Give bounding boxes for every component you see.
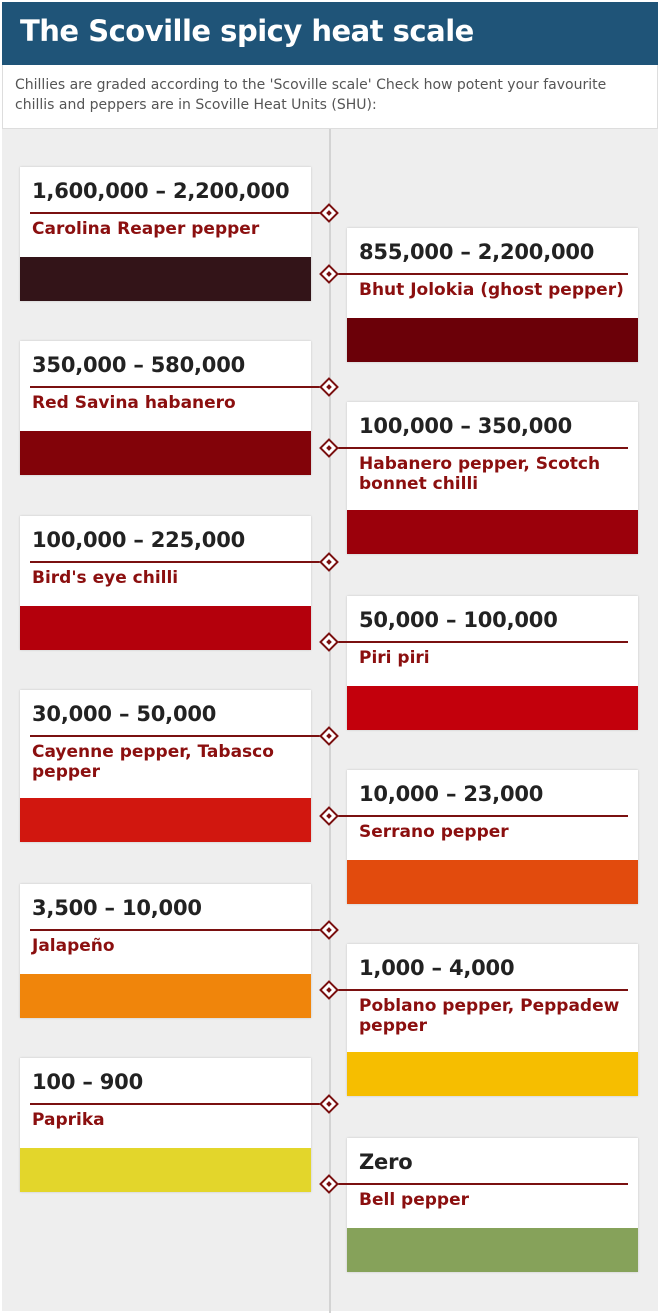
shu-range: 855,000 – 2,200,000: [359, 240, 595, 264]
shu-range: 30,000 – 50,000: [32, 702, 217, 726]
connector-line: [30, 561, 330, 563]
pepper-card-birds-eye: 100,000 – 225,000 Bird's eye chilli: [20, 516, 339, 650]
heat-color-swatch: [20, 798, 311, 842]
pepper-card-poblano: 1,000 – 4,000 Poblano pepper, Peppadew p…: [319, 944, 638, 1096]
shu-range: 350,000 – 580,000: [32, 353, 246, 377]
pepper-name: Bhut Jolokia (ghost pepper): [359, 280, 624, 300]
pepper-name: Jalapeño: [32, 936, 115, 956]
pepper-card-red-savina: 350,000 – 580,000 Red Savina habanero: [20, 341, 339, 475]
shu-range: 100,000 – 225,000: [32, 528, 246, 552]
pepper-name: Carolina Reaper pepper: [32, 219, 260, 239]
pepper-name: Paprika: [32, 1110, 105, 1130]
connector-line: [30, 735, 330, 737]
shu-range: Zero: [359, 1150, 413, 1174]
heat-color-swatch: [20, 257, 311, 301]
pepper-name: Bird's eye chilli: [32, 568, 179, 588]
connector-line: [30, 386, 330, 388]
connector-line: [30, 212, 330, 214]
shu-range: 100 – 900: [32, 1070, 143, 1094]
pepper-name: Piri piri: [359, 648, 430, 668]
pepper-card-cayenne: 30,000 – 50,000 Cayenne pepper, Tabasco …: [20, 690, 339, 842]
intro-box: Chillies are graded according to the 'Sc…: [2, 65, 658, 129]
pepper-card-bell-pepper: Zero Bell pepper: [319, 1138, 638, 1272]
heat-color-swatch: [347, 686, 638, 730]
connector-line: [336, 447, 628, 449]
connector-line: [336, 273, 628, 275]
pepper-card-habanero: 100,000 – 350,000 Habanero pepper, Scotc…: [319, 402, 638, 554]
pepper-card-serrano: 10,000 – 23,000 Serrano pepper: [319, 770, 638, 904]
heat-color-swatch: [20, 606, 311, 650]
heat-color-swatch: [347, 1052, 638, 1096]
pepper-name: Bell pepper: [359, 1190, 470, 1210]
heat-color-swatch: [347, 510, 638, 554]
shu-range: 1,600,000 – 2,200,000: [32, 179, 290, 203]
page-title: The Scoville spicy heat scale: [20, 14, 474, 48]
pepper-name: Serrano pepper: [359, 822, 509, 842]
connector-line: [336, 989, 628, 991]
pepper-name: Cayenne pepper, Tabasco pepper: [32, 742, 274, 782]
shu-range: 3,500 – 10,000: [32, 896, 202, 920]
pepper-name: Poblano pepper, Peppadew pepper: [359, 996, 620, 1036]
pepper-card-carolina-reaper: 1,600,000 – 2,200,000 Carolina Reaper pe…: [20, 167, 339, 301]
pepper-card-piri-piri: 50,000 – 100,000 Piri piri: [319, 596, 638, 730]
heat-color-swatch: [347, 1228, 638, 1272]
shu-range: 50,000 – 100,000: [359, 608, 558, 632]
connector-line: [30, 1103, 330, 1105]
heat-color-swatch: [347, 318, 638, 362]
pepper-name: Red Savina habanero: [32, 393, 236, 413]
shu-range: 10,000 – 23,000: [359, 782, 544, 806]
heat-color-swatch: [20, 431, 311, 475]
connector-line: [336, 1183, 628, 1185]
title-bar: The Scoville spicy heat scale: [2, 2, 658, 65]
pepper-card-bhut-jolokia: 855,000 – 2,200,000 Bhut Jolokia (ghost …: [319, 228, 638, 362]
intro-text: Chillies are graded according to the 'Sc…: [15, 77, 607, 113]
heat-color-swatch: [20, 974, 311, 1018]
connector-line: [336, 641, 628, 643]
heat-color-swatch: [20, 1148, 311, 1192]
pepper-card-jalapeno: 3,500 – 10,000 Jalapeño: [20, 884, 339, 1018]
pepper-name: Habanero pepper, Scotch bonnet chilli: [359, 454, 601, 494]
pepper-card-paprika: 100 – 900 Paprika: [20, 1058, 339, 1192]
shu-range: 100,000 – 350,000: [359, 414, 573, 438]
connector-line: [30, 929, 330, 931]
shu-range: 1,000 – 4,000: [359, 956, 515, 980]
timeline-axis: [329, 129, 331, 1313]
connector-line: [336, 815, 628, 817]
heat-color-swatch: [347, 860, 638, 904]
